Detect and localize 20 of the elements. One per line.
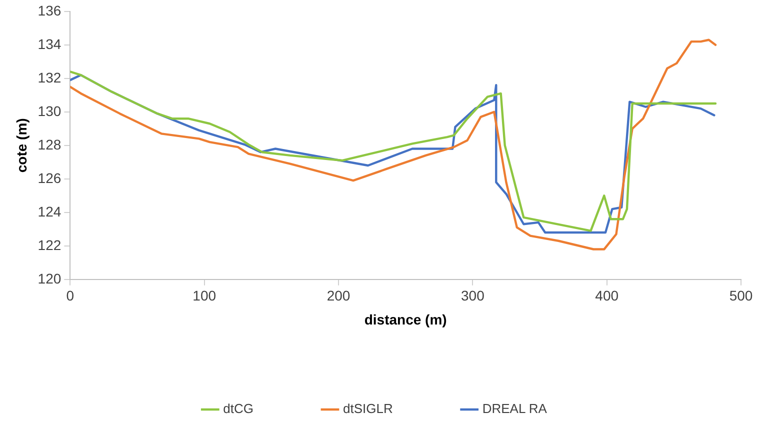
y-tick-label: 132 [38, 69, 62, 86]
y-tick-label: 134 [38, 36, 62, 52]
y-tick-label: 124 [38, 203, 62, 220]
y-tick-label: 128 [38, 136, 62, 152]
y-tick-label: 136 [38, 2, 62, 18]
x-tick-label: 400 [595, 288, 619, 304]
x-axis-title: distance (m) [364, 311, 447, 328]
x-tick-label: 100 [192, 288, 216, 304]
legend-label: dtCG [223, 401, 254, 416]
y-tick-label: 126 [38, 170, 62, 186]
y-tick-label: 120 [38, 270, 62, 286]
y-tick-label: 130 [38, 102, 62, 119]
legend-label: dtSIGLR [342, 401, 393, 416]
x-tick-label: 0 [66, 288, 74, 304]
x-tick-label: 500 [729, 288, 753, 304]
x-tick-label: 300 [460, 288, 485, 304]
y-tick-label: 122 [38, 236, 62, 253]
x-tick-label: 200 [326, 288, 350, 304]
y-axis-title: cote (m) [13, 118, 30, 173]
legend-label: DREAL RA [482, 401, 548, 416]
